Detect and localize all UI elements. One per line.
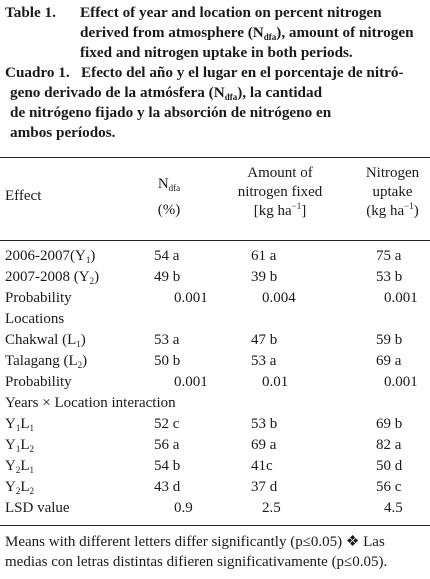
caption-label: Cuadro 1. <box>5 64 70 81</box>
table-top-rule <box>0 157 430 158</box>
table-bottom-rule <box>0 525 430 526</box>
cell-ndfa: 43 d <box>154 479 181 495</box>
caption-line: Efecto del año y el lugar en el porcenta… <box>81 64 404 81</box>
cell-ndfa: 49 b <box>154 269 181 285</box>
row-label: Y1L1 <box>5 416 35 433</box>
cell-fixed: 61 a <box>251 248 277 264</box>
row-label: Y2L2 <box>5 479 35 496</box>
row-label: Probability <box>5 374 72 390</box>
row-label: Y2L1 <box>5 458 35 475</box>
header-uptake: uptake <box>372 184 413 200</box>
cell-ndfa: 56 a <box>154 437 180 453</box>
footnote-line: medias con letras distintas difieren sig… <box>5 554 388 570</box>
cell-ndfa: 54 a <box>154 248 180 264</box>
cell-fixed: 53 b <box>251 416 278 432</box>
cell-fixed: 37 d <box>251 479 278 495</box>
row-label: Probability <box>5 290 72 306</box>
header-fixed: nitrogen fixed <box>237 184 323 200</box>
row-label: LSD value <box>5 500 70 516</box>
table-footnote: Means with different letters differ sign… <box>5 532 427 572</box>
cell-uptake: 0.001 <box>384 290 418 306</box>
caption-line: fixed and nitrogen uptake in both period… <box>80 44 353 61</box>
cell-uptake: 53 b <box>376 269 403 285</box>
row-label: Chakwal (L1) <box>5 332 86 349</box>
caption-line: Effect of year and location on percent n… <box>80 4 382 21</box>
cell-uptake: 50 d <box>376 458 403 474</box>
cell-uptake: 75 a <box>376 248 402 264</box>
row-label: 2006-2007(Y1) <box>5 248 96 265</box>
cell-uptake: 69 a <box>376 353 402 369</box>
header-effect: Effect <box>5 188 42 204</box>
header-fixed: Amount of <box>247 165 313 181</box>
cell-uptake: 0.001 <box>384 374 418 390</box>
cell-uptake: 82 a <box>376 437 402 453</box>
caption-line: de nitrógeno fijado y la absorción de ni… <box>10 104 332 121</box>
footnote-line: Means with different letters differ sign… <box>5 534 385 550</box>
header-ndfa-unit: (%) <box>157 202 181 218</box>
cell-fixed: 0.01 <box>262 374 289 390</box>
section-label: Locations <box>5 311 65 327</box>
cell-fixed: 41c <box>251 458 273 474</box>
caption-label: Table 1. <box>5 4 56 21</box>
cell-fixed: 0.004 <box>262 290 296 306</box>
row-label: Talagang (L2) <box>5 353 88 370</box>
header-uptake: Nitrogen <box>365 165 420 181</box>
cell-uptake: 59 b <box>376 332 403 348</box>
cell-fixed: 39 b <box>251 269 278 285</box>
caption-line: ambos períodos. <box>10 124 116 141</box>
caption-line: geno derivado de la atmósfera (Ndfa), la… <box>10 84 323 102</box>
cell-ndfa: 53 a <box>154 332 180 348</box>
cell-uptake: 4.5 <box>384 500 403 516</box>
cell-uptake: 56 c <box>376 479 402 495</box>
cell-ndfa: 0.9 <box>174 500 193 516</box>
cell-fixed: 53 a <box>251 353 277 369</box>
header-ndfa: Ndfa <box>157 176 181 193</box>
cell-ndfa: 54 b <box>154 458 181 474</box>
cell-ndfa: 0.001 <box>174 290 208 306</box>
cell-uptake: 69 b <box>376 416 403 432</box>
cell-ndfa: 0.001 <box>174 374 208 390</box>
cell-ndfa: 50 b <box>154 353 181 369</box>
caption-line: derived from atmosphere (Ndfa), amount o… <box>80 24 414 42</box>
header-uptake-unit: (kg ha−1) <box>366 201 419 220</box>
row-label: 2007-2008 (Y2) <box>5 269 100 286</box>
section-label: Years × Location interaction <box>5 395 176 411</box>
header-fixed-unit: [kg ha−1] <box>253 201 307 220</box>
row-label: Y1L2 <box>5 437 35 454</box>
cell-fixed: 2.5 <box>262 500 281 516</box>
cell-ndfa: 52 c <box>154 416 180 432</box>
cell-fixed: 69 a <box>251 437 277 453</box>
table-header-rule <box>0 240 430 241</box>
cell-fixed: 47 b <box>251 332 278 348</box>
